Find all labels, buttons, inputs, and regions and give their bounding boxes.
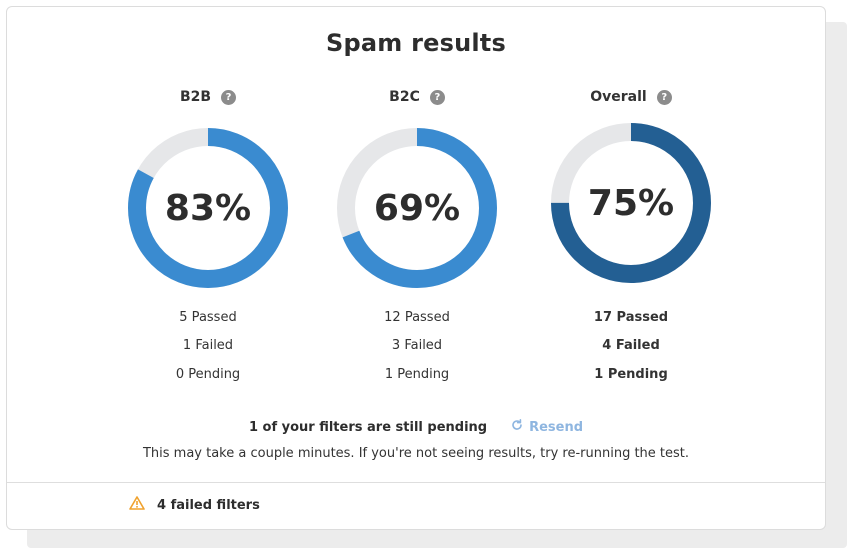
resend-button[interactable]: Resend <box>511 419 583 435</box>
gauge-ring <box>337 128 497 288</box>
column-header: Overall ? <box>531 87 731 107</box>
failed-count: 4 Failed <box>602 338 660 353</box>
gauge-percent: 75% <box>587 182 675 224</box>
gauge-percent: 83% <box>164 187 252 229</box>
pending-notice: 1 of your filters are still pending Rese… <box>7 419 825 435</box>
resend-label: Resend <box>529 419 584 435</box>
failed-filters-label: 4 failed filters <box>157 497 260 513</box>
gauge-arc <box>128 128 288 288</box>
refresh-icon <box>511 419 523 435</box>
warning-icon <box>129 496 145 514</box>
failed-count: 3 Failed <box>391 338 443 353</box>
failed-filters-link[interactable]: 4 failed filters <box>129 496 260 514</box>
gauge-b2b: 83% <box>126 126 290 290</box>
spam-results-card: Spam results B2B ? 83% 5 Passed 1 Failed… <box>6 6 826 530</box>
divider <box>7 482 825 483</box>
gauge-ring <box>128 128 288 288</box>
pending-count: 1 Pending <box>384 367 450 382</box>
gauge-percent: 69% <box>373 187 461 229</box>
column-label: B2C <box>389 89 420 105</box>
passed-count: 5 Passed <box>179 310 237 325</box>
gauge-overall: 75% <box>549 121 713 285</box>
pending-hint: This may take a couple minutes. If you'r… <box>142 446 690 461</box>
gauge-ring <box>551 123 711 283</box>
help-icon[interactable]: ? <box>429 89 445 105</box>
column-header: B2C ? <box>317 87 517 107</box>
page-title: Spam results <box>326 29 506 57</box>
column-label: B2B <box>179 89 212 105</box>
passed-count: 12 Passed <box>384 310 450 325</box>
pending-count: 0 Pending <box>175 367 241 382</box>
failed-count: 1 Failed <box>182 338 234 353</box>
passed-count: 17 Passed <box>593 310 669 325</box>
help-icon[interactable]: ? <box>221 89 237 105</box>
help-icon[interactable]: ? <box>656 89 672 105</box>
gauge-arc <box>337 128 497 288</box>
pending-count: 1 Pending <box>594 367 668 382</box>
column-label: Overall <box>590 89 647 105</box>
gauge-b2c: 69% <box>335 126 499 290</box>
column-header: B2B ? <box>108 87 308 107</box>
gauge-arc <box>551 123 711 283</box>
pending-text: 1 of your filters are still pending <box>248 419 488 435</box>
